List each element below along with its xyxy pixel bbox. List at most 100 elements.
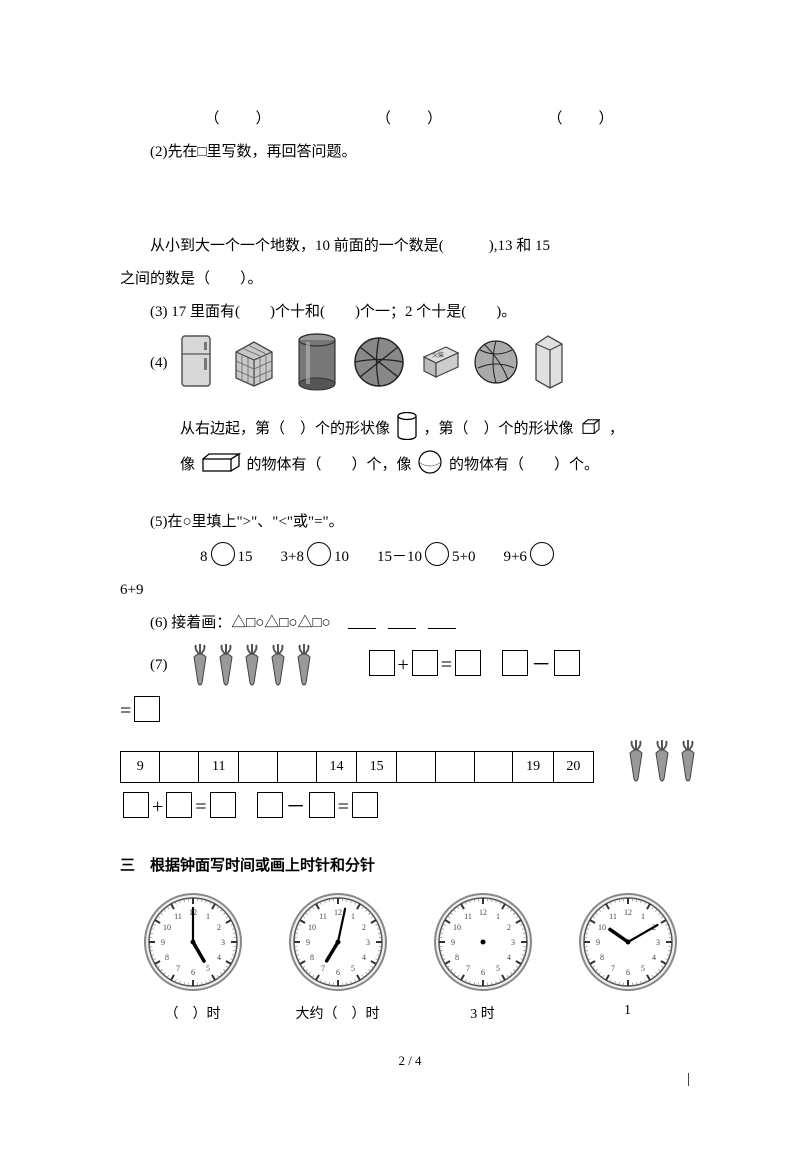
q3: (3) 17 里面有( )个十和( )个一；2 个十是( )。 bbox=[150, 299, 700, 326]
q5-item-4: 9+6 bbox=[503, 542, 556, 571]
svg-text:10: 10 bbox=[308, 923, 316, 932]
q4b-end: 的物体有（ ）个。 bbox=[449, 457, 599, 473]
svg-text:8: 8 bbox=[310, 953, 314, 962]
eq: = bbox=[441, 654, 452, 676]
seq-cell[interactable] bbox=[278, 752, 317, 783]
blank-dash[interactable] bbox=[428, 628, 456, 629]
svg-text:4: 4 bbox=[651, 953, 655, 962]
eq: = bbox=[120, 700, 131, 722]
svg-text:1: 1 bbox=[496, 912, 500, 921]
q5-3-r: 5+0 bbox=[452, 549, 475, 565]
seq-cell[interactable] bbox=[239, 752, 278, 783]
svg-text:3: 3 bbox=[221, 938, 225, 947]
q4-line-a: 从右边起，第（ ）个的形状像 ，第（ ）个的形状像 ， bbox=[180, 412, 700, 443]
blank-dash[interactable] bbox=[388, 628, 416, 629]
svg-text:7: 7 bbox=[176, 964, 180, 973]
svg-text:7: 7 bbox=[611, 964, 615, 973]
svg-text:9: 9 bbox=[306, 938, 310, 947]
blank-dash[interactable] bbox=[348, 628, 376, 629]
q7-eq-wrap: = bbox=[120, 693, 700, 729]
q2-text: 先在□里写数，再回答问题。 bbox=[168, 144, 357, 160]
q7-below-eq: += －= bbox=[120, 789, 594, 825]
q6-label: (6) bbox=[150, 615, 168, 631]
svg-text:9: 9 bbox=[596, 938, 600, 947]
clock-item: 121234567891011 1 bbox=[578, 892, 678, 1019]
svg-text:8: 8 bbox=[600, 953, 604, 962]
clock-icon: 121234567891011 bbox=[433, 892, 533, 992]
seq-cell: 14 bbox=[316, 752, 356, 783]
svg-text:10: 10 bbox=[163, 923, 171, 932]
page-footer: 2 / 4 bbox=[120, 1053, 700, 1069]
box-blank[interactable] bbox=[455, 650, 481, 676]
q4a-pre: 从右边起，第（ ）个的形状像 bbox=[180, 421, 390, 437]
cube-icon bbox=[226, 336, 282, 388]
q5-text: 在○里填上">"、"<"或"="。 bbox=[168, 514, 344, 530]
svg-text:12: 12 bbox=[479, 908, 487, 917]
circle-blank[interactable] bbox=[425, 542, 449, 566]
box-blank[interactable] bbox=[123, 792, 149, 818]
svg-text:8: 8 bbox=[165, 953, 169, 962]
box-blank[interactable] bbox=[166, 792, 192, 818]
clock-item: 121234567891011 3 时 bbox=[433, 892, 533, 1023]
box-blank[interactable] bbox=[257, 792, 283, 818]
svg-text:6: 6 bbox=[336, 968, 340, 977]
sphere-shape-icon bbox=[417, 449, 443, 475]
clock-row: 121234567891011 （ ）时 121234567891011 大约（… bbox=[120, 892, 700, 1023]
seq-cell[interactable] bbox=[397, 752, 436, 783]
q4a-mid: ，第（ ）个的形状像 bbox=[424, 421, 574, 437]
svg-text:2: 2 bbox=[506, 923, 510, 932]
circle-blank[interactable] bbox=[211, 542, 235, 566]
box-blank[interactable] bbox=[369, 650, 395, 676]
svg-text:4: 4 bbox=[361, 953, 365, 962]
seq-cell[interactable] bbox=[160, 752, 199, 783]
svg-text:12: 12 bbox=[334, 908, 342, 917]
svg-text:7: 7 bbox=[321, 964, 325, 973]
seq-cell: 9 bbox=[121, 752, 160, 783]
seq-cell[interactable] bbox=[436, 752, 475, 783]
q5-3-l: 15－10 bbox=[377, 549, 422, 565]
box-blank[interactable] bbox=[210, 792, 236, 818]
q6: (6) 接着画：△□○△□○△□○ bbox=[150, 610, 700, 637]
circle-blank[interactable] bbox=[530, 542, 554, 566]
svg-text:9: 9 bbox=[161, 938, 165, 947]
carrot-icon bbox=[214, 643, 238, 687]
seq-cell: 15 bbox=[357, 752, 397, 783]
q2-body-a: 从小到大一个一个地数，10 前面的一个数是( ),13 和 15 bbox=[150, 233, 700, 260]
clock-label: （ ）时 bbox=[143, 1003, 243, 1023]
q6-text: 接着画：△□○△□○△□○ bbox=[171, 615, 330, 631]
svg-text:1: 1 bbox=[206, 912, 210, 921]
seq-cell: 19 bbox=[513, 752, 553, 783]
svg-text:5: 5 bbox=[496, 964, 500, 973]
carrot-icon bbox=[188, 643, 212, 687]
box-blank[interactable] bbox=[352, 792, 378, 818]
op: + bbox=[152, 796, 163, 818]
op: + bbox=[398, 654, 409, 676]
box-blank[interactable] bbox=[309, 792, 335, 818]
svg-text:8: 8 bbox=[455, 953, 459, 962]
svg-text:4: 4 bbox=[216, 953, 220, 962]
q7-label: (7) bbox=[150, 652, 168, 679]
svg-text:6: 6 bbox=[626, 968, 630, 977]
carrot-icon bbox=[676, 739, 700, 783]
op: － bbox=[531, 654, 551, 676]
circle-blank[interactable] bbox=[307, 542, 331, 566]
svg-text:6: 6 bbox=[191, 968, 195, 977]
box-blank[interactable] bbox=[134, 696, 160, 722]
cylinder-shape-icon bbox=[396, 412, 418, 440]
svg-text:5: 5 bbox=[206, 964, 210, 973]
q5-2-l: 3+8 bbox=[281, 549, 304, 565]
seq-cell[interactable] bbox=[474, 752, 513, 783]
box-blank[interactable] bbox=[412, 650, 438, 676]
box-blank[interactable] bbox=[554, 650, 580, 676]
clock-item: 121234567891011 （ ）时 bbox=[143, 892, 243, 1023]
svg-text:11: 11 bbox=[609, 912, 617, 921]
box-blank[interactable] bbox=[502, 650, 528, 676]
q4a-end: ， bbox=[609, 421, 624, 437]
matchbox-icon: 火柴 bbox=[418, 343, 460, 381]
svg-text:11: 11 bbox=[464, 912, 472, 921]
footer-bar: | bbox=[120, 1071, 700, 1088]
q5: (5)在○里填上">"、"<"或"="。 bbox=[150, 509, 700, 536]
clock-label: 大约（ ）时 bbox=[288, 1003, 388, 1023]
svg-text:5: 5 bbox=[641, 964, 645, 973]
q2-body-b: 之间的数是（ ）。 bbox=[120, 266, 700, 293]
